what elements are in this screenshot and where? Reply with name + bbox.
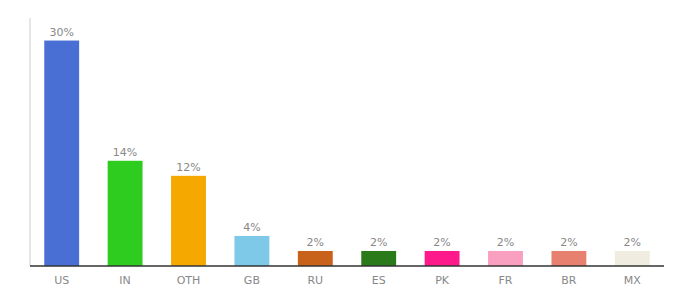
data-label: 30% xyxy=(49,26,73,39)
bar xyxy=(234,236,269,266)
chart: US IN OTH GB RU ES PK FR BR MX 30% 14% 12% 4% 2% 2% 2% 2%… xyxy=(0,0,680,300)
bar xyxy=(361,251,396,266)
x-tick-label: US xyxy=(54,274,69,287)
x-tick-label: ES xyxy=(372,274,386,287)
axes xyxy=(30,18,664,266)
data-label: 4% xyxy=(243,221,260,234)
bar xyxy=(488,251,523,266)
x-tick-label: PK xyxy=(435,274,450,287)
data-label: 2% xyxy=(624,236,641,249)
y-axis-line xyxy=(30,18,31,266)
data-label: 2% xyxy=(307,236,324,249)
bar xyxy=(425,251,460,266)
data-label: 2% xyxy=(560,236,577,249)
data-label: 2% xyxy=(433,236,450,249)
x-tick-label: FR xyxy=(499,274,513,287)
data-labels: 30% 14% 12% 4% 2% 2% 2% 2% 2% 2% xyxy=(49,26,641,249)
x-tick-label: RU xyxy=(307,274,323,287)
x-tick-label: IN xyxy=(119,274,130,287)
bar xyxy=(108,161,143,266)
bar xyxy=(298,251,333,266)
bar xyxy=(551,251,586,266)
bar xyxy=(615,251,650,266)
data-label: 12% xyxy=(176,161,200,174)
data-label: 14% xyxy=(113,146,137,159)
x-tick-label: BR xyxy=(561,274,577,287)
chart-container: US IN OTH GB RU ES PK FR BR MX 30% 14% 12% 4% 2% 2% 2% 2%… xyxy=(0,0,680,300)
x-axis-line xyxy=(30,265,664,267)
x-tick-label: MX xyxy=(624,274,641,287)
data-label: 2% xyxy=(370,236,387,249)
x-tick-label: GB xyxy=(244,274,260,287)
x-ticks: US IN OTH GB RU ES PK FR BR MX xyxy=(54,274,641,287)
bars xyxy=(44,41,649,266)
bar xyxy=(171,176,206,266)
data-label: 2% xyxy=(497,236,514,249)
bar xyxy=(44,41,79,266)
x-tick-label: OTH xyxy=(177,274,201,287)
